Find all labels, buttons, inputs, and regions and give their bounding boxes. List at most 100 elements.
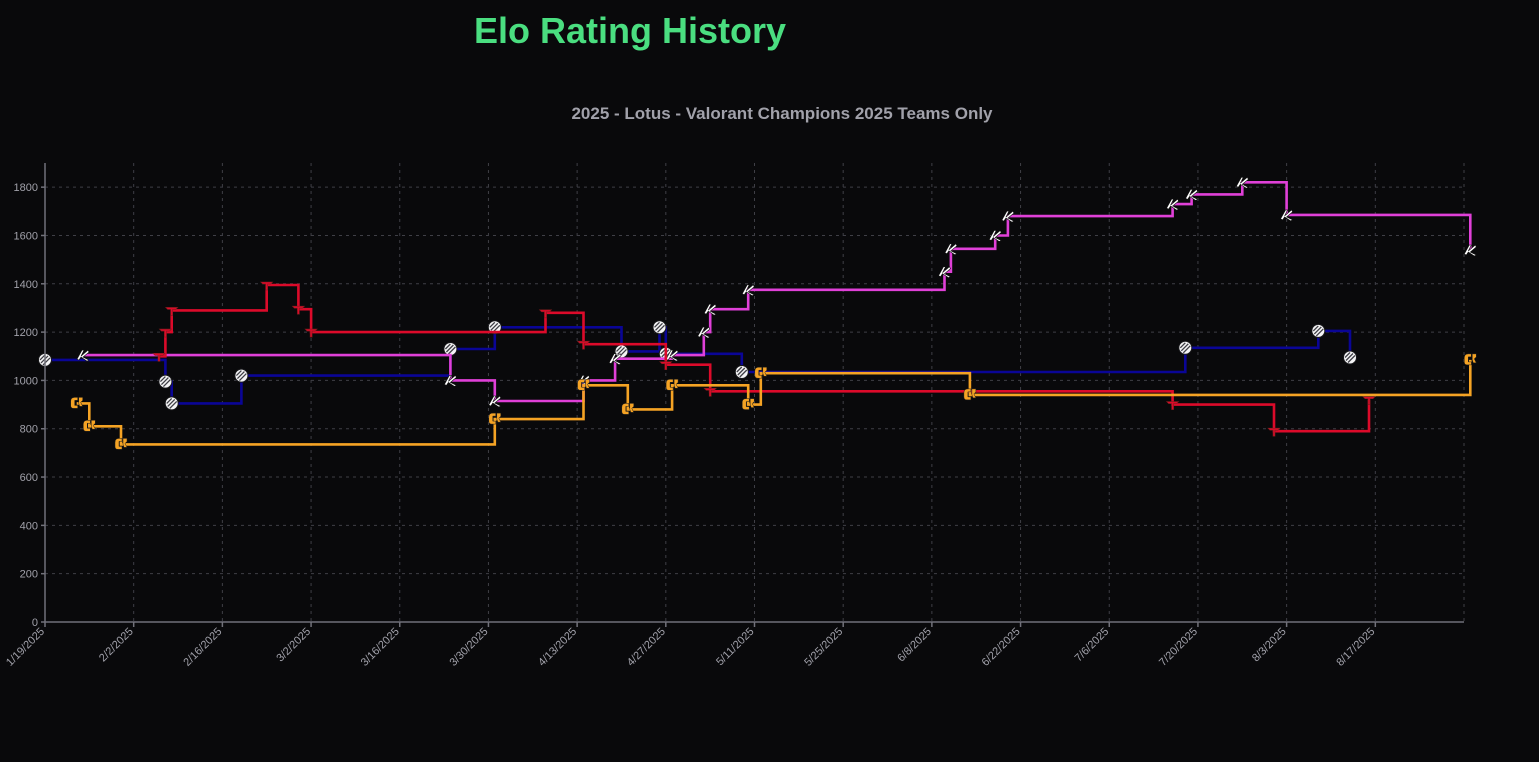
data-point-red-arrow-team-logo — [259, 281, 274, 291]
y-tick-label: 800 — [20, 424, 38, 436]
logo-mark — [754, 366, 768, 379]
data-point-red-arrow-team-logo — [1362, 396, 1376, 406]
data-point-orange-team-logo — [577, 379, 590, 391]
logo-arrow — [1362, 396, 1376, 406]
logo-script — [76, 349, 90, 362]
data-point-white-script-team-logo — [988, 230, 1002, 242]
logo-arrow — [576, 340, 591, 350]
logo-script — [1001, 210, 1015, 223]
logo-mark — [83, 420, 96, 432]
x-tick-label: 8/17/2025 — [1334, 626, 1377, 669]
logo-disc — [487, 320, 502, 335]
y-tick-label: 1800 — [14, 182, 38, 194]
data-point-orange-team-logo — [665, 379, 679, 391]
data-point-white-script-team-logo — [1001, 210, 1015, 223]
logo-stripes — [1179, 342, 1191, 354]
data-point-red-arrow-team-logo — [703, 387, 717, 397]
logo-stripes — [444, 343, 456, 355]
logo-disc — [158, 374, 173, 389]
series-line — [159, 283, 1371, 433]
data-point-red-arrow-team-logo — [538, 309, 553, 319]
series-layer — [38, 176, 1477, 450]
data-point-white-round-team-logo — [487, 320, 502, 335]
data-point-red-arrow-team-logo — [291, 305, 306, 315]
y-tick-label: 1200 — [14, 327, 38, 339]
logo-script — [1185, 188, 1199, 201]
logo-arrow — [259, 281, 274, 291]
page-title: Elo Rating History — [474, 10, 787, 51]
data-point-white-script-team-logo — [665, 349, 679, 362]
logo-mark — [488, 412, 502, 425]
logo-arrow — [158, 328, 173, 338]
logo-script — [697, 326, 711, 339]
data-point-orange-team-logo — [1464, 353, 1477, 366]
data-point-orange-team-logo — [621, 403, 635, 415]
data-point-white-script-team-logo — [697, 326, 711, 339]
logo-mark — [70, 397, 84, 409]
y-tick-label: 0 — [32, 617, 38, 629]
logo-arrow — [703, 387, 717, 397]
logo-disc — [234, 368, 249, 383]
data-point-white-script-team-logo — [443, 374, 458, 387]
logo-script — [1463, 244, 1477, 257]
data-point-white-script-team-logo — [76, 349, 90, 362]
series-3 — [70, 353, 1477, 450]
logo-disc — [652, 320, 667, 335]
logo-disc — [734, 365, 749, 379]
x-tick-label: 2/2/2025 — [97, 626, 136, 665]
data-point-red-arrow-team-logo — [1267, 427, 1281, 437]
logo-script — [443, 374, 458, 387]
logo-disc — [1178, 340, 1193, 355]
data-point-orange-team-logo — [963, 388, 977, 401]
logo-arrow — [164, 307, 179, 316]
y-tick-label: 1400 — [14, 279, 38, 291]
series-line — [83, 181, 1472, 403]
logo-mark — [741, 398, 755, 410]
data-point-white-round-team-logo — [614, 344, 629, 359]
series-2 — [152, 281, 1376, 437]
axis-layer: 0 200 400 600 800 1000 1200 1400 1600 1800 1/19/20… — [4, 163, 1464, 669]
logo-arrow — [538, 309, 553, 319]
y-tick-label: 600 — [20, 472, 38, 484]
logo-script — [938, 266, 952, 279]
x-tick-label: 2/16/2025 — [181, 626, 224, 669]
data-point-red-arrow-team-logo — [659, 361, 673, 371]
data-point-white-round-team-logo — [734, 365, 749, 379]
x-tick-label: 3/2/2025 — [274, 626, 313, 665]
logo-arrow — [304, 328, 318, 338]
logo-disc — [1311, 323, 1326, 338]
logo-stripes — [736, 366, 748, 378]
x-tick-label: 4/27/2025 — [625, 626, 668, 669]
logo-script — [741, 284, 755, 297]
y-tick-label: 200 — [20, 569, 38, 581]
logo-arrow — [659, 361, 673, 371]
y-tick-label: 1000 — [14, 375, 38, 387]
data-point-red-arrow-team-logo — [164, 307, 179, 316]
data-point-white-round-team-logo — [158, 374, 173, 389]
data-point-white-round-team-logo — [1343, 350, 1357, 365]
data-point-white-script-team-logo — [1185, 188, 1199, 201]
data-point-white-script-team-logo — [1166, 198, 1180, 211]
data-point-white-script-team-logo — [1463, 244, 1477, 257]
logo-arrow — [291, 305, 306, 315]
logo-stripes — [235, 370, 247, 382]
data-point-white-script-team-logo — [938, 266, 952, 279]
logo-stripes — [159, 376, 171, 388]
data-point-white-script-team-logo — [488, 395, 502, 408]
y-tick-label: 1600 — [14, 230, 38, 242]
data-point-orange-team-logo — [70, 397, 84, 409]
data-point-orange-team-logo — [114, 438, 128, 450]
series-0 — [38, 320, 1357, 411]
logo-stripes — [654, 321, 665, 333]
data-point-white-script-team-logo — [1280, 209, 1294, 222]
data-point-red-arrow-team-logo — [1165, 401, 1180, 410]
logo-arrow — [1267, 427, 1281, 437]
x-tick-label: 7/6/2025 — [1073, 626, 1112, 665]
logo-mark — [963, 388, 977, 401]
logo-mark — [577, 379, 590, 391]
logo-mark — [114, 438, 128, 450]
x-tick-label: 4/13/2025 — [536, 626, 579, 669]
data-point-white-script-team-logo — [1235, 176, 1249, 189]
logo-script — [703, 303, 717, 316]
